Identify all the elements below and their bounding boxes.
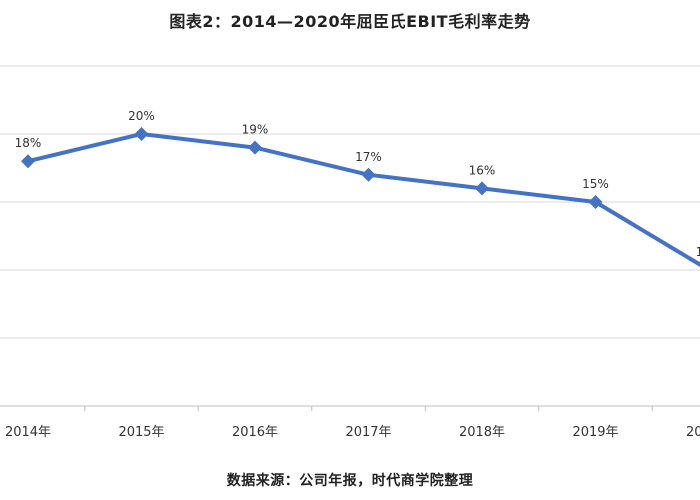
x-tick-label: 2019年 <box>572 425 618 440</box>
chart-source: 数据来源：公司年报，时代商学院整理 <box>226 473 474 489</box>
x-tick-label: 2014年 <box>5 425 51 440</box>
x-tick-label: 2015年 <box>118 425 164 440</box>
data-label: 19% <box>242 123 269 137</box>
data-point-marker <box>361 167 376 182</box>
data-point-marker <box>248 140 262 155</box>
chart-title: 图表2：2014—2020年屈臣氏EBIT毛利率走势 <box>169 12 531 31</box>
data-label: 15% <box>582 177 609 191</box>
data-label: 17% <box>355 150 382 164</box>
data-point-marker <box>588 195 603 209</box>
data-point-marker <box>21 154 35 169</box>
data-label: 16% <box>469 163 496 177</box>
x-tick-label: 2018年 <box>459 425 505 440</box>
data-point-marker <box>475 181 489 196</box>
x-tick-label: 2020年 <box>686 425 700 440</box>
x-tick-label: 2017年 <box>345 425 391 440</box>
x-tick-label: 2016年 <box>232 425 278 440</box>
data-label: 18% <box>15 136 42 150</box>
data-label: 20% <box>128 109 155 123</box>
data-point-marker <box>134 127 149 141</box>
data-label: 10% <box>696 245 700 259</box>
